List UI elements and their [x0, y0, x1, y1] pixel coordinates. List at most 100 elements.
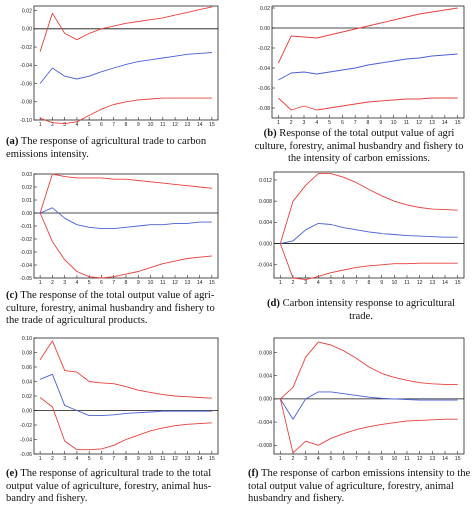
x-tick-label: 14 — [442, 456, 448, 462]
y-tick-label: -0.04 — [20, 63, 32, 69]
x-tick-label: 7 — [355, 456, 358, 462]
x-tick-label: 10 — [391, 456, 397, 462]
x-tick-label: 4 — [75, 122, 78, 128]
series-line-lower — [39, 397, 212, 451]
series-line-response — [279, 391, 458, 420]
chart-f-caption-text: The response of carbon emissions intensi… — [248, 468, 471, 505]
y-tick-label: 0.004 — [259, 220, 272, 226]
series-line-upper — [39, 340, 212, 399]
x-tick-label: 6 — [342, 456, 345, 462]
series-line-lower — [39, 97, 212, 125]
x-tick-label: 15 — [455, 280, 461, 286]
x-tick-label: 9 — [380, 280, 383, 286]
x-tick-label: 6 — [342, 280, 345, 286]
x-tick-label: 5 — [88, 280, 91, 286]
x-tick-label: 12 — [172, 280, 178, 286]
y-tick-label: -0.04 — [20, 437, 32, 443]
series-line-response — [39, 373, 212, 417]
series-line-response — [280, 222, 458, 245]
x-tick-label: 14 — [197, 280, 203, 286]
x-tick-label: 9 — [137, 456, 140, 462]
plot-frame — [273, 171, 465, 279]
x-tick-label: 8 — [125, 122, 128, 128]
chart-a-caption-letter: (a) — [6, 136, 19, 147]
x-tick-label: 2 — [292, 456, 295, 462]
x-tick-label: 12 — [172, 456, 178, 462]
x-tick-label: 9 — [137, 280, 140, 286]
y-tick-label: -0.008 — [257, 443, 272, 449]
x-tick-label: 13 — [429, 280, 435, 286]
x-tick-label: 8 — [125, 280, 128, 286]
series-line-upper — [39, 6, 212, 52]
x-tick-label: 8 — [368, 280, 371, 286]
y-tick-label: 0.03 — [22, 172, 32, 178]
y-tick-label: -0.05 — [20, 276, 32, 282]
y-tick-label: 0.00 — [260, 26, 270, 32]
chart-a-plot: 0.020.00-0.02-0.04-0.06-0.08-0.101 2 3 4 5 6 7… — [20, 5, 219, 128]
y-tick-label: 0.00 — [22, 211, 32, 217]
series-line-response — [39, 207, 212, 230]
x-tick-label: 14 — [442, 120, 448, 126]
x-tick-label: 11 — [404, 280, 409, 286]
x-tick-label: 1 — [39, 456, 42, 462]
x-tick-label: 1 — [39, 280, 42, 286]
x-tick-label: 10 — [391, 280, 397, 286]
series-line-response — [278, 53, 458, 81]
chart-panel-a: 0.02 0.00 -0.02 -0.04 -0.06 -0.08 -0.10 1 2 3 4 5 6 7… — [0, 0, 232, 170]
y-tick-label: 0.01 — [22, 198, 32, 204]
x-tick-label: 13 — [429, 456, 435, 462]
x-tick-label: 14 — [197, 456, 203, 462]
chart-d-caption-letter: (d) — [266, 298, 280, 309]
x-tick-label: 2 — [51, 122, 54, 128]
y-tick-label: -0.004 — [257, 263, 272, 269]
x-tick-label: 5 — [330, 280, 333, 286]
x-tick-label: 6 — [341, 120, 344, 126]
x-tick-label: 12 — [172, 122, 178, 128]
y-tick-label: -0.06 — [20, 81, 32, 87]
x-tick-label: 5 — [88, 456, 91, 462]
y-tick-label: 0.02 — [22, 8, 32, 14]
x-tick-label: 11 — [404, 456, 409, 462]
x-tick-label: 12 — [417, 280, 423, 286]
chart-c-caption: (c) The response of the total output val… — [6, 290, 230, 328]
y-tick-label: -0.08 — [258, 106, 270, 112]
chart-b-plot: 0.020.00-0.02-0.04-0.06-0.081 2 3 4 5 6 7 8 9 10 1… — [258, 5, 465, 126]
y-tick-label: 0.00 — [22, 408, 32, 414]
chart-b-caption-letter: (b) — [263, 128, 277, 139]
y-tick-label: 0.06 — [22, 365, 32, 371]
x-tick-label: 7 — [355, 280, 358, 286]
x-tick-label: 10 — [391, 120, 397, 126]
y-tick-label: -0.10 — [20, 118, 32, 124]
x-tick-label: 12 — [416, 120, 422, 126]
y-tick-label: 0.008 — [259, 350, 272, 356]
y-tick-label: -0.02 — [20, 237, 32, 243]
x-tick-label: 5 — [328, 120, 331, 126]
chart-panel-f: 0.008 0.004 0.000 -0.004 -0.008 1 2 3 4 5 6 7 8 9 10 11… — [236, 334, 474, 517]
x-tick-label: 9 — [137, 122, 140, 128]
x-tick-label: 6 — [100, 280, 103, 286]
x-tick-label: 4 — [315, 120, 318, 126]
y-tick-label: -0.08 — [20, 100, 32, 106]
chart-d-caption-text: Carbon intensity response to agricultura… — [279, 298, 455, 322]
series-line-lower — [39, 212, 212, 279]
x-tick-label: 4 — [317, 280, 320, 286]
plot-frame — [33, 337, 219, 455]
x-tick-label: 2 — [290, 120, 293, 126]
series-line-lower — [279, 243, 458, 281]
chart-panel-e: 0.10 0.08 0.06 0.04 0.02 0.00 -0.02 -0.04 -0.06 1… — [0, 334, 232, 517]
chart-panel-b: 0.02 0.00 -0.02 -0.04 -0.06 -0.08 1 2 3 4 5 6 7 8 9 10 1… — [236, 0, 474, 170]
y-tick-label: 0.08 — [22, 350, 32, 356]
plot-frame — [271, 5, 465, 119]
y-tick-label: 0.04 — [22, 379, 32, 385]
x-tick-label: 10 — [148, 280, 154, 286]
x-tick-label: 11 — [160, 456, 165, 462]
y-tick-label: 0.00 — [22, 27, 32, 33]
x-tick-label: 13 — [184, 122, 190, 128]
plot-frame — [273, 337, 465, 455]
x-tick-label: 15 — [209, 122, 215, 128]
x-tick-label: 10 — [148, 122, 154, 128]
y-tick-label: -0.02 — [20, 45, 32, 51]
plot-frame — [33, 173, 219, 279]
